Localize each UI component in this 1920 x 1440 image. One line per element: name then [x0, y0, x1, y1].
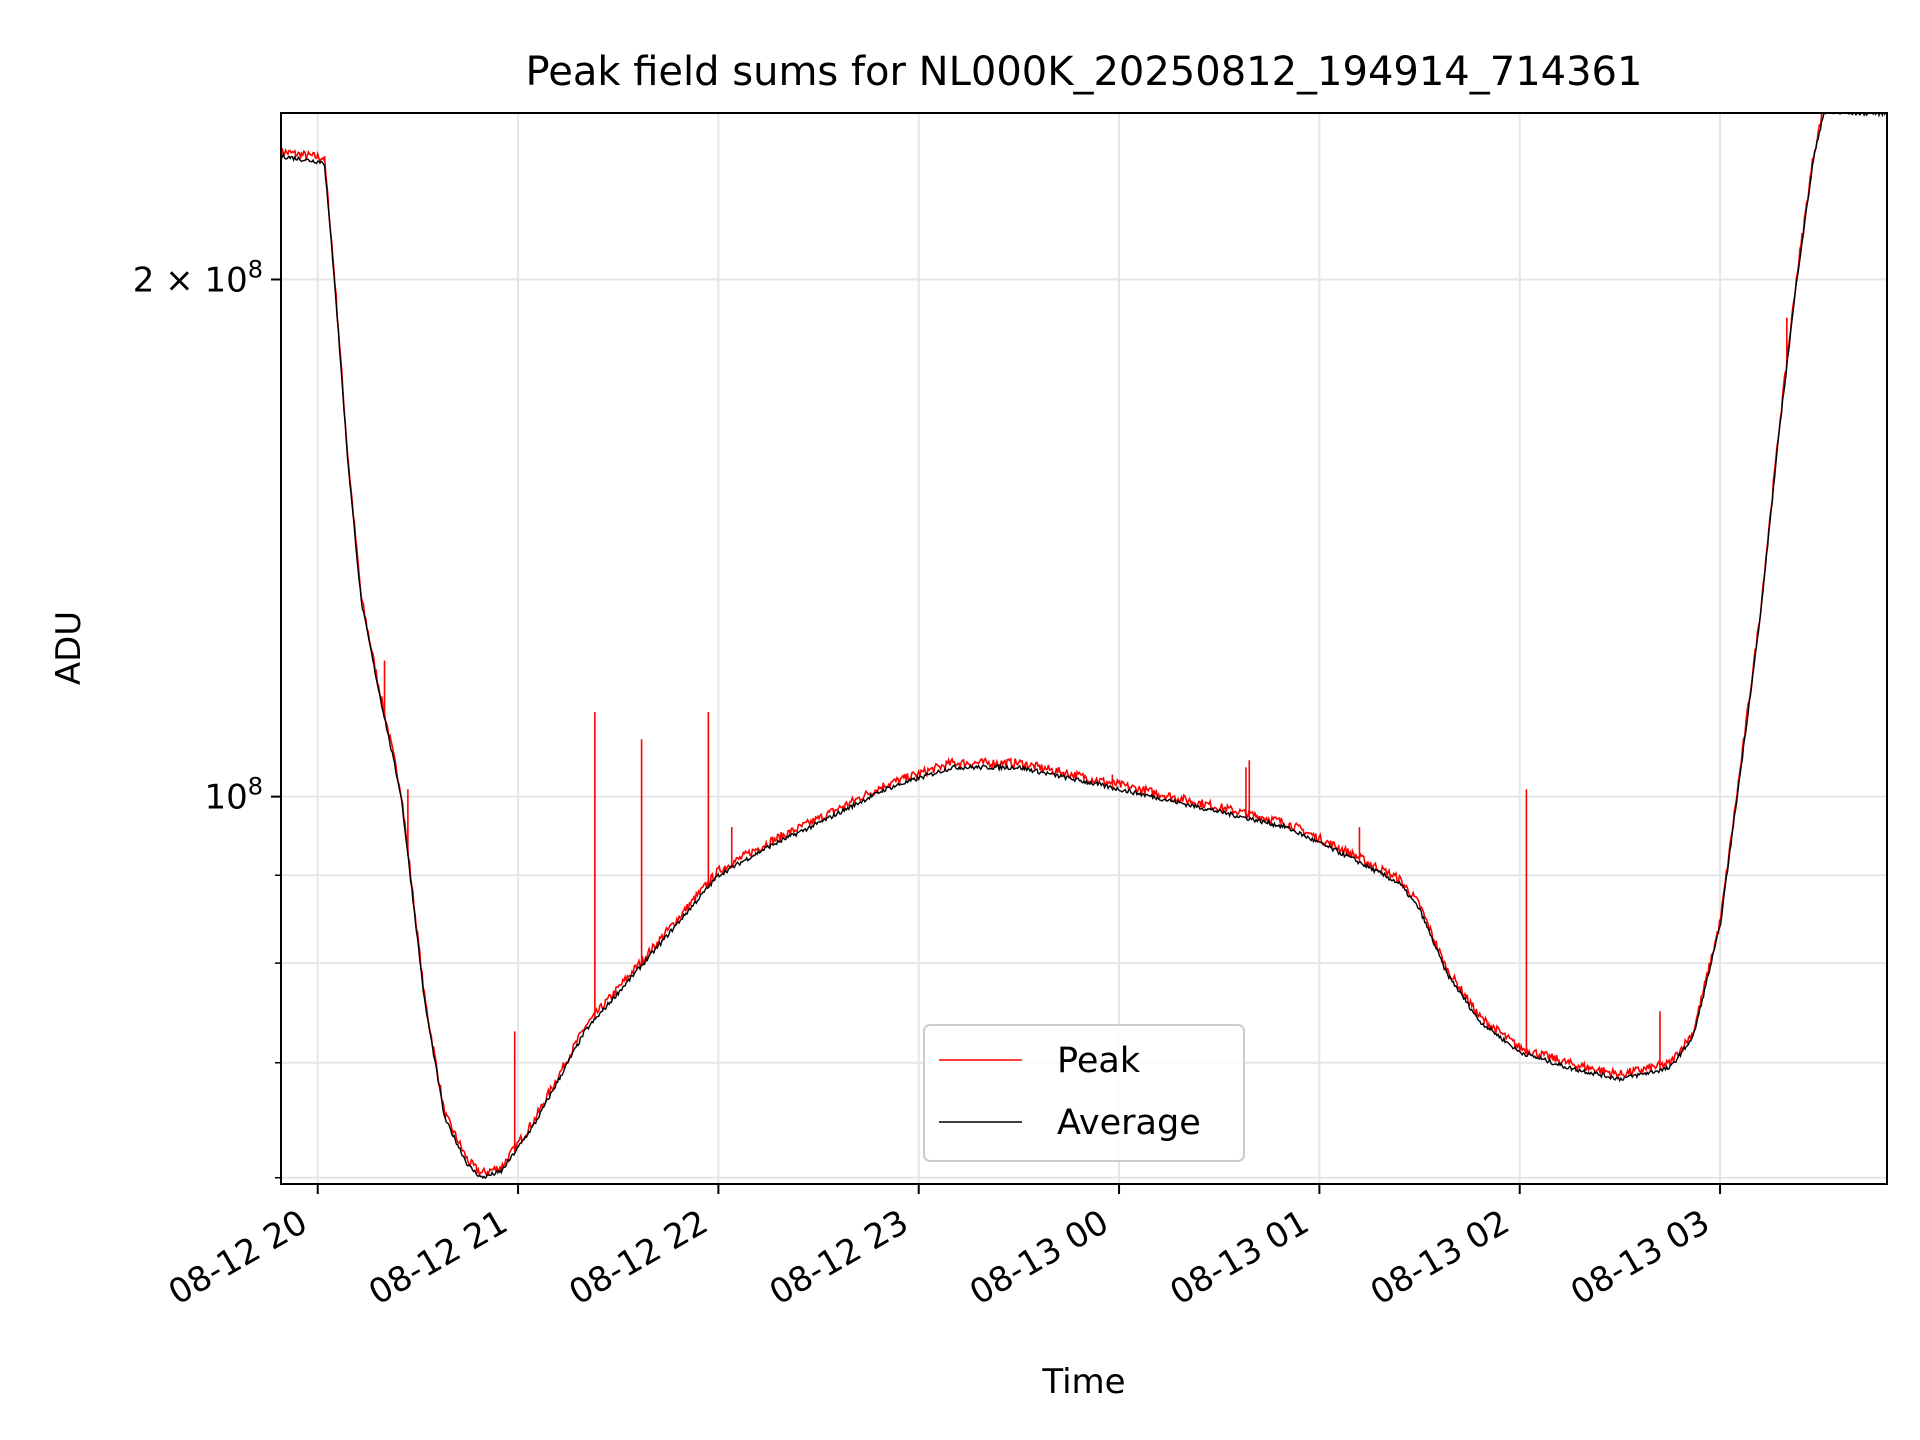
legend-box — [923, 1024, 1245, 1162]
legend-average-label: Average — [1057, 1103, 1201, 1143]
y-tick-label: 108 — [204, 773, 263, 818]
series-peak-line — [281, 113, 1880, 1178]
plot-lines — [281, 113, 1887, 1180]
x-axis-label: Time — [1041, 1362, 1125, 1402]
legend: Peak Average — [923, 1024, 1245, 1162]
y-tick-label: 2 × 108 — [133, 255, 263, 300]
grid — [281, 113, 1887, 1184]
chart-title: Peak field sums for NL000K_20250812_1949… — [526, 49, 1643, 95]
y-axis-label: ADU — [49, 611, 89, 685]
legend-peak-label: Peak — [1057, 1041, 1141, 1081]
plot-frame — [280, 112, 1888, 1185]
series-average-line — [281, 113, 1887, 1180]
